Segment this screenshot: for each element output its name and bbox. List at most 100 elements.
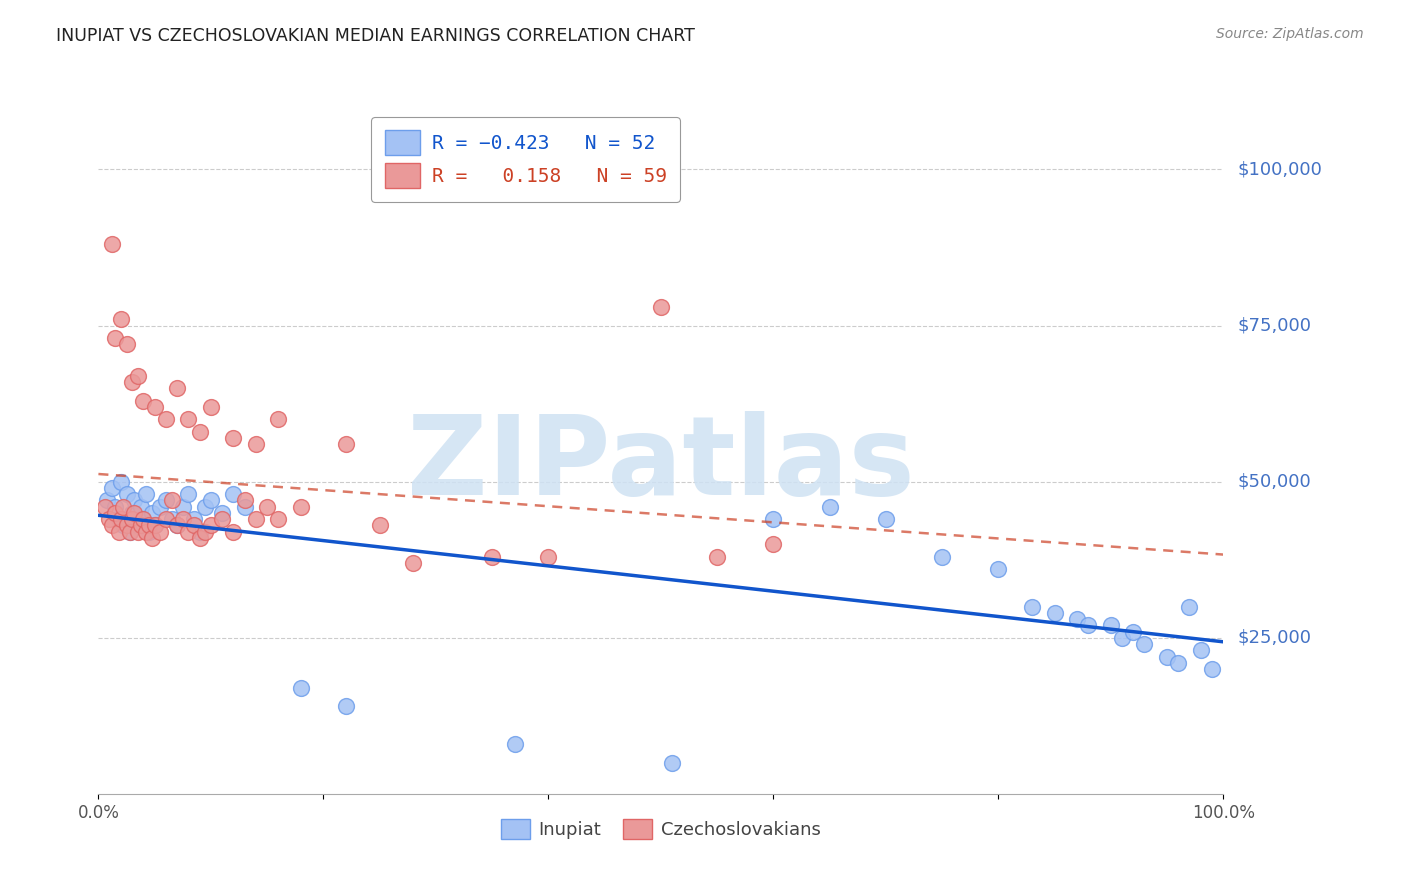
Point (256, 500, 278, 514)
Point (101, 481, 124, 495)
Point (200, 518, 222, 533)
Point (200, 400, 222, 414)
Point (155, 493, 177, 508)
Point (101, 237, 124, 252)
Point (115, 518, 138, 533)
Point (481, 549, 503, 564)
Text: Source: ZipAtlas.com: Source: ZipAtlas.com (1216, 27, 1364, 41)
Point (762, 537, 785, 551)
Point (141, 506, 163, 520)
Point (172, 512, 194, 526)
Point (104, 331, 127, 345)
Point (101, 518, 124, 533)
Point (188, 524, 211, 539)
Point (138, 524, 160, 539)
Point (115, 487, 138, 501)
Point (503, 737, 526, 751)
Text: $50,000: $50,000 (1237, 473, 1310, 491)
Point (143, 518, 166, 533)
Point (1167, 656, 1189, 670)
Point (135, 524, 157, 539)
Point (160, 493, 183, 508)
Point (97, 512, 120, 526)
Point (706, 549, 728, 564)
Point (183, 512, 205, 526)
Point (135, 487, 157, 501)
Point (818, 500, 841, 514)
Point (94, 500, 117, 514)
Point (118, 524, 141, 539)
Point (177, 412, 200, 426)
Point (121, 506, 143, 520)
Point (762, 512, 785, 526)
Point (115, 337, 138, 351)
Point (1111, 631, 1133, 645)
Point (1189, 643, 1212, 657)
Point (1133, 637, 1156, 651)
Point (267, 512, 290, 526)
Point (183, 518, 205, 533)
Point (132, 512, 155, 526)
Point (166, 518, 188, 533)
Point (335, 699, 357, 714)
Point (1066, 612, 1088, 626)
Point (110, 512, 132, 526)
Point (149, 524, 172, 539)
Point (177, 487, 200, 501)
Point (194, 500, 217, 514)
Point (107, 524, 129, 539)
Point (127, 518, 149, 533)
Point (233, 500, 256, 514)
Point (402, 556, 425, 570)
Point (104, 506, 127, 520)
Point (245, 437, 267, 451)
Point (211, 506, 233, 520)
Text: $75,000: $75,000 (1237, 317, 1312, 334)
Text: $25,000: $25,000 (1237, 629, 1312, 647)
Point (118, 524, 141, 539)
Point (110, 475, 132, 489)
Point (1077, 618, 1099, 632)
Point (129, 500, 152, 514)
Point (1156, 649, 1178, 664)
Legend: Inupiat, Czechoslovakians: Inupiat, Czechoslovakians (494, 812, 828, 847)
Point (222, 524, 245, 539)
Text: INUPIAT VS CZECHOSLOVAKIAN MEDIAN EARNINGS CORRELATION CHART: INUPIAT VS CZECHOSLOVAKIAN MEDIAN EARNIN… (56, 27, 695, 45)
Point (127, 368, 149, 383)
Point (155, 512, 177, 526)
Point (112, 518, 135, 533)
Point (222, 431, 245, 445)
Point (875, 512, 897, 526)
Point (211, 512, 233, 526)
Point (104, 500, 127, 514)
Point (290, 500, 312, 514)
Point (290, 681, 312, 695)
Point (1122, 624, 1144, 639)
Point (188, 531, 211, 545)
Point (335, 437, 357, 451)
Point (160, 512, 183, 526)
Point (96, 493, 118, 508)
Point (124, 493, 146, 508)
Point (661, 756, 683, 770)
Text: ZIPatlas: ZIPatlas (406, 410, 915, 517)
Point (129, 518, 152, 533)
Point (1201, 662, 1223, 676)
Point (149, 500, 172, 514)
Point (931, 549, 953, 564)
Point (177, 524, 200, 539)
Point (121, 512, 143, 526)
Point (650, 300, 672, 314)
Point (110, 312, 132, 326)
Text: $100,000: $100,000 (1237, 161, 1322, 178)
Point (1021, 599, 1043, 614)
Point (1099, 618, 1122, 632)
Point (127, 524, 149, 539)
Point (141, 531, 163, 545)
Point (132, 512, 155, 526)
Point (188, 425, 211, 439)
Point (368, 518, 391, 533)
Point (107, 512, 129, 526)
Point (166, 518, 188, 533)
Point (245, 512, 267, 526)
